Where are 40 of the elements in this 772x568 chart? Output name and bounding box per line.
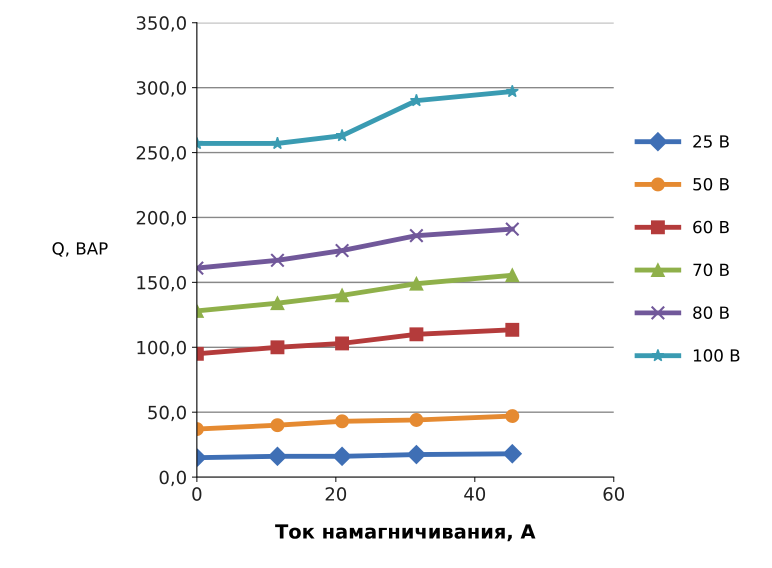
x-tick-label: 0 (192, 487, 202, 501)
y-tick-label: 100,0 (137, 340, 186, 356)
x-tick-label: 40 (464, 487, 486, 501)
point (409, 276, 424, 291)
x-tick-label: 20 (326, 487, 346, 501)
point (270, 253, 285, 268)
x-axis-title: Ток намагничивания, А (275, 524, 536, 542)
point (502, 444, 522, 464)
point (332, 446, 352, 466)
point (505, 322, 520, 337)
point (270, 296, 284, 310)
y-axis-title: Q, ВАР (52, 242, 108, 257)
point (505, 268, 520, 282)
legend-label: 50 В (693, 178, 729, 191)
y-tick-label: 300,0 (136, 81, 186, 97)
legend-label: 70 В (693, 264, 729, 276)
y-tick-label: 150,0 (137, 276, 186, 292)
point (335, 336, 350, 350)
y-tick-label: 0,0 (160, 470, 186, 486)
point (409, 228, 424, 243)
point (335, 288, 350, 302)
point (270, 340, 284, 354)
y-tick-label: 200,0 (136, 210, 186, 226)
legend-label: 80 В (693, 306, 729, 319)
point (409, 327, 424, 342)
y-tick-label: 350,0 (136, 16, 186, 32)
point (335, 414, 350, 428)
legend-label: 25 В (693, 135, 729, 148)
legend-label: 60 В (693, 220, 729, 234)
point (409, 413, 424, 427)
legend-label: 100 В (694, 349, 740, 362)
point (406, 444, 426, 464)
point (270, 418, 284, 432)
point (334, 243, 350, 258)
x-tick-label: 60 (604, 487, 624, 501)
point (505, 222, 520, 236)
point (505, 409, 520, 424)
y-tick-label: 250,0 (136, 146, 186, 162)
point (506, 84, 519, 98)
y-tick-label: 50,0 (148, 406, 186, 422)
